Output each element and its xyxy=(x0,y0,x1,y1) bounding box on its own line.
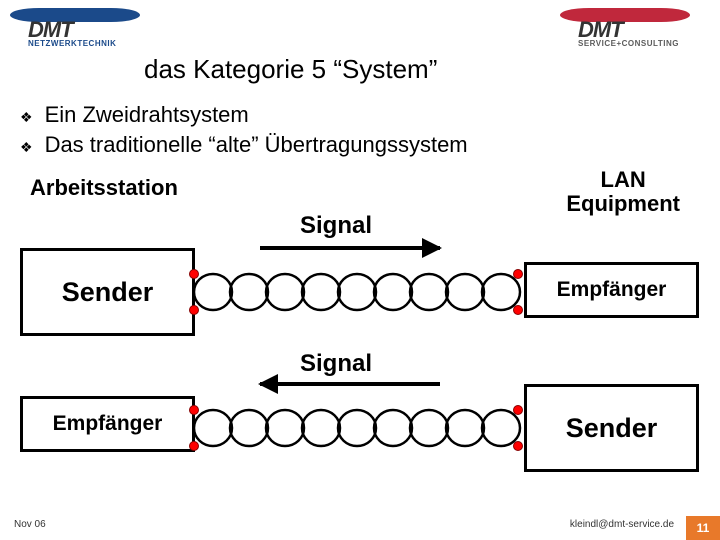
bullet-text: Ein Zweidrahtsystem xyxy=(45,100,249,130)
logo-text-left: DMT xyxy=(28,22,160,37)
footer-email: kleindl@dmt-service.de xyxy=(570,519,674,530)
page-number: 11 xyxy=(686,516,720,540)
logo-text-right: DMT xyxy=(578,22,710,37)
box-label: Empfänger xyxy=(557,278,667,302)
logo-sub-left: NETZWERKTECHNIK xyxy=(28,39,160,48)
connector-dot-icon xyxy=(189,441,199,451)
bullet-item: ❖ Das traditionelle “alte” Übertragungss… xyxy=(20,130,468,160)
logo-sub-right: SERVICE+CONSULTING xyxy=(578,39,710,48)
twisted-pair-bottom-icon xyxy=(192,406,532,450)
connector-dot-icon xyxy=(513,269,523,279)
bullet-text: Das traditionelle “alte” Übertragungssys… xyxy=(45,130,468,160)
box-label: Sender xyxy=(566,413,658,444)
box-sender-top: Sender xyxy=(20,248,195,336)
footer-date: Nov 06 xyxy=(14,519,46,530)
box-label: Sender xyxy=(62,277,154,308)
signal-label-top: Signal xyxy=(300,212,372,240)
box-sender-bot: Sender xyxy=(524,384,699,472)
box-empfaenger-bot: Empfänger xyxy=(20,396,195,452)
logo-right: DMT SERVICE+CONSULTING xyxy=(560,8,710,56)
signal-label-bottom: Signal xyxy=(300,350,372,378)
connector-dot-icon xyxy=(189,269,199,279)
bullet-marker: ❖ xyxy=(20,138,33,157)
page-title: das Kategorie 5 “System” xyxy=(144,54,437,85)
connector-dot-icon xyxy=(189,405,199,415)
connector-dot-icon xyxy=(513,441,523,451)
connector-dot-icon xyxy=(513,305,523,315)
connector-dot-icon xyxy=(189,305,199,315)
page-number-text: 11 xyxy=(697,521,710,535)
bullet-marker: ❖ xyxy=(20,108,33,127)
twisted-pair-top-icon xyxy=(192,270,532,314)
bullet-list: ❖ Ein Zweidrahtsystem ❖ Das traditionell… xyxy=(20,100,468,159)
bullet-item: ❖ Ein Zweidrahtsystem xyxy=(20,100,468,130)
box-label: Empfänger xyxy=(53,412,163,436)
box-empfaenger-top: Empfänger xyxy=(524,262,699,318)
label-arbeitsstation: Arbeitsstation xyxy=(30,175,178,201)
logo-left: DMT NETZWERKTECHNIK xyxy=(10,8,160,56)
arrow-left-icon xyxy=(260,382,440,386)
label-lan-equipment: LANEquipment xyxy=(566,168,680,216)
arrow-right-icon xyxy=(260,246,440,250)
connector-dot-icon xyxy=(513,405,523,415)
